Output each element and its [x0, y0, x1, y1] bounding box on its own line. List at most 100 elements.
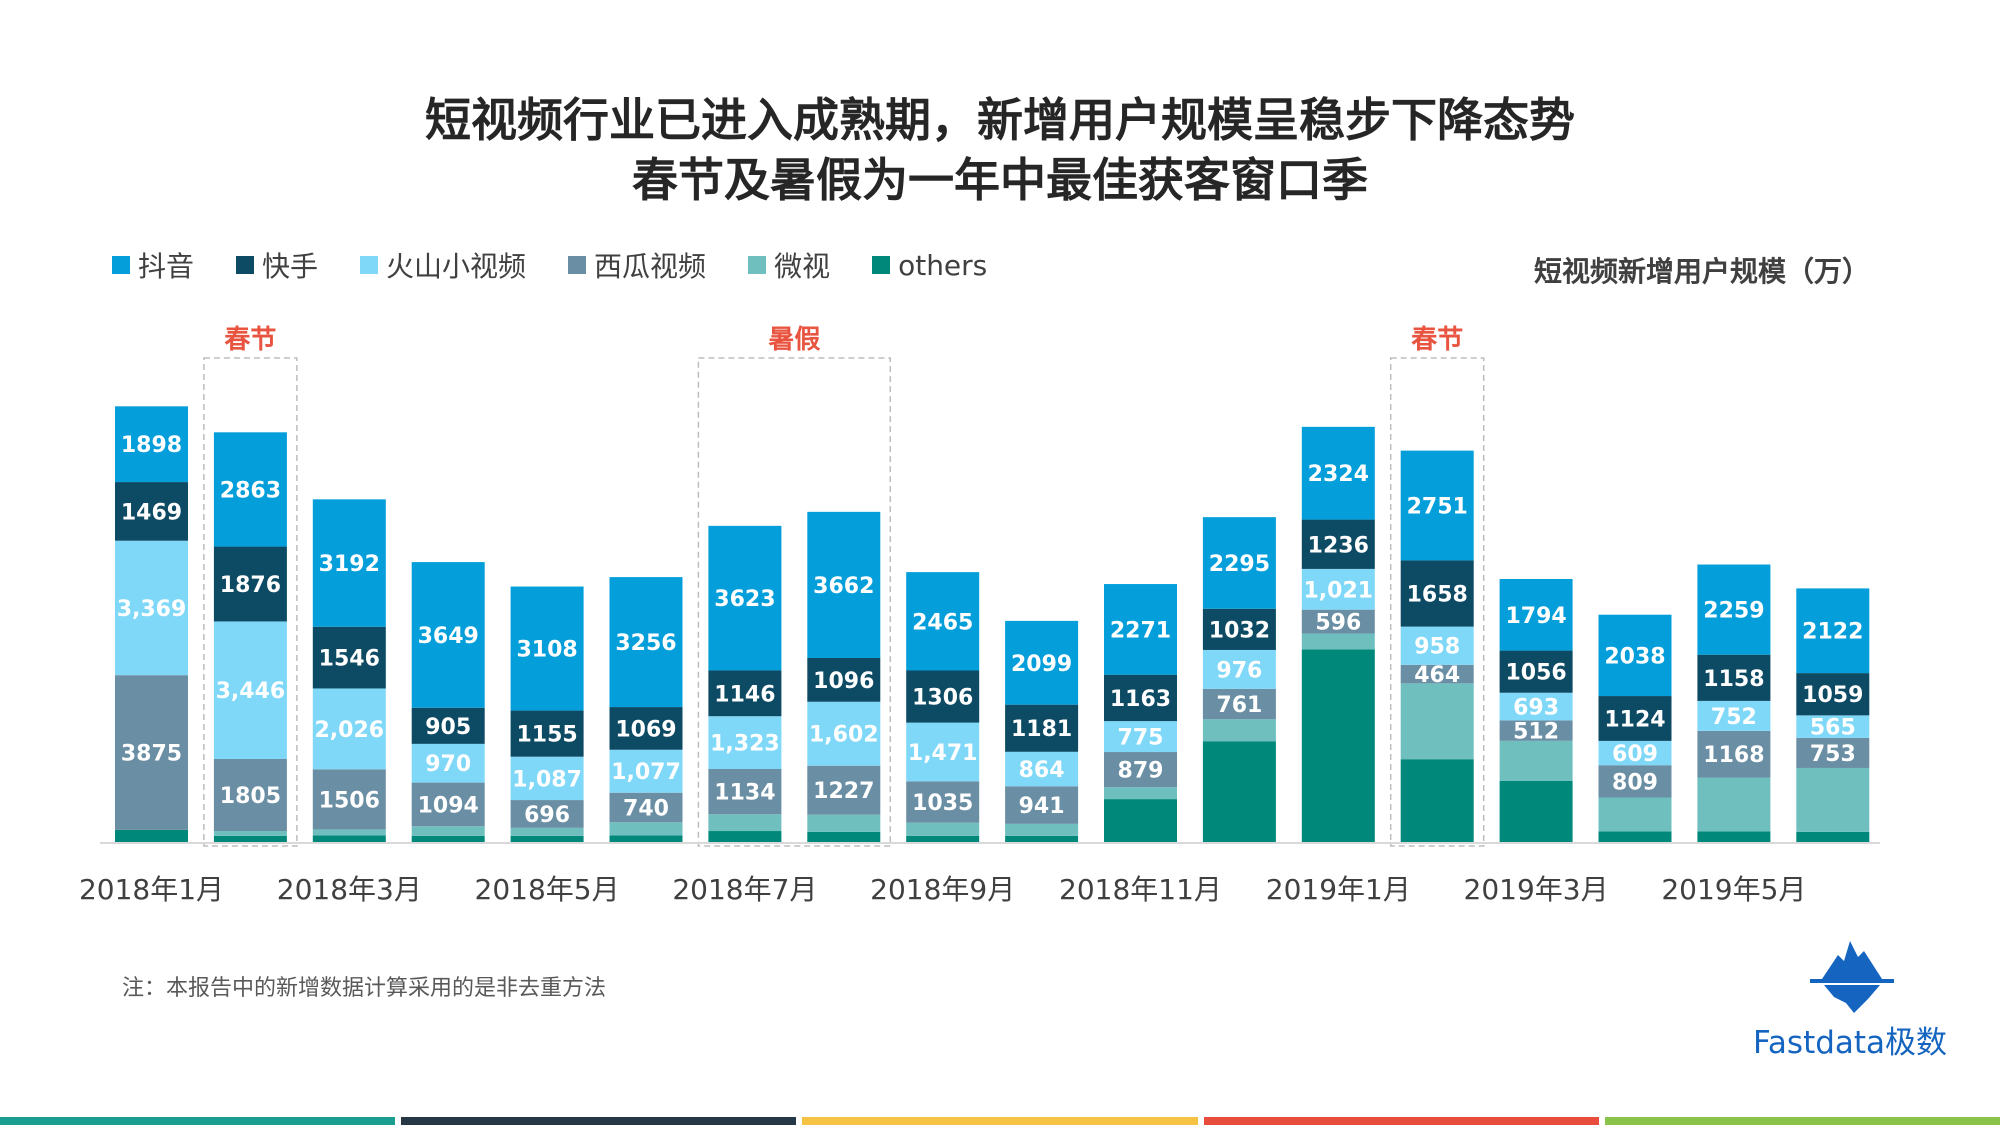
bar-segment: [1598, 740, 1672, 766]
x-tick-label: 2019年3月: [1464, 873, 1609, 906]
footer-segment: [1604, 1117, 2000, 1125]
bar-segment: [1400, 683, 1474, 760]
data-label: 512: [1513, 720, 1559, 745]
legend-item: 火山小视频: [360, 245, 526, 285]
bar-segment: [708, 525, 782, 671]
data-label: 1096: [813, 669, 874, 694]
bar-segment: [906, 722, 980, 782]
bar-segment: [312, 688, 386, 770]
bar-segment: [1796, 831, 1870, 843]
bar-segment: [1598, 831, 1672, 843]
footer-segment: [1203, 1117, 1599, 1125]
bar-segment: [115, 540, 188, 676]
legend-item: 快手: [236, 245, 318, 285]
data-label: 864: [1019, 758, 1065, 783]
bar-segment: [1202, 517, 1276, 609]
bar-segment: [1202, 688, 1276, 720]
bar-segment: [1697, 654, 1771, 701]
data-label: 2465: [912, 610, 973, 635]
bar-segment: [1598, 765, 1672, 798]
bar-segment: [312, 499, 386, 627]
data-label: 2863: [220, 478, 281, 503]
bar-segment: [411, 562, 485, 708]
bar-segment: [115, 406, 188, 483]
bar-segment: [510, 827, 584, 836]
x-tick-label: 2018年3月: [277, 873, 422, 906]
bar-segment: [411, 782, 485, 827]
data-label: 596: [1315, 611, 1361, 636]
data-label: 761: [1216, 693, 1262, 718]
bar-segment: [1301, 519, 1375, 569]
x-tick-label: 2019年1月: [1266, 873, 1411, 906]
x-tick-label: 2018年11月: [1059, 873, 1222, 906]
bar-segment: [510, 756, 584, 801]
bar-segment: [213, 621, 287, 759]
bar-segment: [609, 792, 683, 823]
highlight-box: [697, 357, 892, 847]
chart-title-line1: 短视频行业已进入成熟期，新增用户规模呈稳步下降态势: [425, 93, 1575, 147]
stacked-bar-chart: 春节 暑假 春节 3875 3,369 1469 1898 1805 3,446 1876 2863…: [79, 325, 1880, 906]
data-label: 1094: [418, 793, 479, 818]
data-label: 1168: [1703, 743, 1764, 768]
data-label: 1,471: [908, 741, 978, 766]
data-label: 1469: [121, 500, 182, 525]
bar-segment: [411, 707, 485, 744]
bar-segment: [1796, 767, 1870, 832]
data-label: 970: [425, 752, 471, 777]
data-label: 1069: [615, 717, 676, 742]
data-label: 1032: [1209, 618, 1270, 643]
bar-segment: [807, 658, 881, 702]
bar-segment: [1697, 730, 1771, 778]
bar-segment: [1005, 823, 1079, 836]
data-label: 1,602: [809, 723, 879, 748]
bar-segment: [609, 835, 683, 843]
bar-segment: [510, 835, 584, 843]
bar-segment: [1104, 787, 1177, 800]
legend-swatch: [748, 256, 767, 274]
legend-item: 抖音: [112, 245, 194, 285]
data-label: 609: [1612, 742, 1658, 767]
data-label: 1181: [1011, 717, 1072, 742]
bar-segment: [807, 831, 881, 843]
bar-segment: [1005, 620, 1079, 705]
bar-segment: [1301, 609, 1375, 634]
bar-segment: [213, 835, 287, 843]
x-tick-label: 2018年9月: [870, 873, 1015, 906]
bar-segment: [906, 572, 980, 671]
bar-segment: [708, 716, 782, 770]
bar-segment: [1005, 835, 1079, 843]
data-label: 809: [1612, 770, 1658, 795]
data-label: 2,026: [315, 718, 385, 743]
bar-segment: [1697, 700, 1771, 731]
data-label: 1227: [813, 779, 874, 804]
legend-label: 抖音: [138, 250, 195, 283]
bar-segment: [609, 749, 683, 793]
footer-segment: [401, 1117, 797, 1125]
bar-segment: [1697, 831, 1771, 843]
bar-segment: [213, 432, 287, 547]
bar-segment: [1301, 649, 1375, 843]
bar-segment: [411, 826, 485, 836]
data-label: 1805: [220, 784, 281, 809]
data-label: 775: [1118, 726, 1164, 751]
data-label: 1035: [912, 791, 973, 816]
bar-segment: [807, 765, 881, 815]
x-tick-label: 2019年5月: [1661, 873, 1806, 906]
bar-segment: [1400, 759, 1474, 843]
bar-segment: [312, 835, 386, 843]
data-label: 565: [1810, 716, 1856, 741]
data-label: 1236: [1308, 533, 1369, 558]
bar-segment: [510, 800, 584, 828]
bar-segment: [1104, 752, 1177, 788]
legend-item: 微视: [748, 245, 830, 285]
bar-segment: [213, 546, 287, 622]
bar-segment: [906, 835, 980, 843]
data-label: 1163: [1110, 687, 1171, 712]
legend-swatch: [872, 256, 891, 274]
bar-segment: [1598, 614, 1672, 697]
data-label: 1158: [1703, 667, 1764, 692]
highlight-label: 春节: [1411, 325, 1463, 355]
data-label: 3,369: [117, 597, 187, 622]
data-label: 693: [1513, 696, 1559, 721]
bar-segment: [807, 701, 881, 766]
